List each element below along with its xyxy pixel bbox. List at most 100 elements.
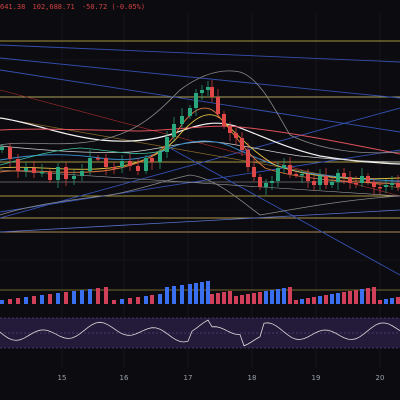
rsi-pane [0,317,400,349]
candle-body [88,158,92,171]
candle-body [56,167,60,180]
volume-bar [294,300,298,304]
volume-bar [64,292,68,304]
candle-body [96,158,100,160]
volume-bar [378,300,382,304]
volume-bar [240,295,244,304]
candle-body [240,138,244,150]
candle-body [32,168,36,173]
volume-bars [0,281,400,304]
candle-body [210,87,214,97]
candle-body [24,168,28,171]
candle-body [258,177,262,187]
volume-bar [396,297,400,304]
volume-bar [270,290,274,304]
volume-bar [72,291,76,304]
volume-bar [246,294,250,304]
candle-body [200,90,204,93]
volume-bar [342,292,346,304]
candle-body [396,183,400,187]
volume-bar [348,291,352,304]
candle-body [144,158,148,171]
volume-bar [300,299,304,304]
candle-body [206,87,210,90]
volume-bar [158,294,162,304]
volume-bar [318,296,322,304]
volume-bar [216,293,220,304]
candle-body [64,167,68,179]
candle-body [336,173,340,182]
volume-bar [222,292,226,304]
volume-bar [128,298,132,304]
volume-bar [8,299,12,304]
candle-body [8,147,12,159]
volume-bar [258,292,262,304]
candle-body [246,150,250,167]
volume-bar [16,298,20,304]
candle-body [222,114,226,126]
candle-body [354,183,358,185]
candle-body [330,182,334,185]
volume-bar [372,287,376,304]
volume-bar [366,288,370,304]
volume-bar [234,296,238,304]
candle-body [136,166,140,171]
candle-body [372,182,376,187]
ohlc-change: -50.72 (-0.05%) [81,3,146,11]
candle-body [276,168,280,181]
volume-bar [56,293,60,304]
candle-body [180,116,184,124]
candle-body [324,176,328,185]
volume-bar [384,299,388,304]
candle-body [282,165,286,168]
candle-body [158,152,162,162]
time-axis: 15 16 17 18 19 20 [58,374,385,382]
candle-body [366,176,370,182]
volume-bar [210,294,214,304]
volume-bar [360,289,364,304]
volume-bar [228,291,232,304]
candle-body [264,183,268,187]
candle-body [48,172,52,180]
candle-body [384,185,388,187]
volume-bar [96,288,100,304]
candle-body [390,183,394,185]
volume-bar [390,298,394,304]
ohlc-close-value: 102,688.71 [32,3,75,11]
volume-bar [150,295,154,304]
candle-body [40,172,44,174]
candle-body [104,158,108,167]
volume-bar [80,290,84,304]
candle-body [228,126,232,133]
time-axis-label: 17 [184,374,193,382]
volume-bar [120,299,124,304]
volume-bar [306,298,310,304]
ohlc-open-fragment: 641.38 [0,3,26,11]
trendlines [0,44,400,276]
candle-body [172,124,176,137]
ohlc-header: 641.38 102,688.71 -50.72 (-0.05%) [0,0,400,14]
time-axis-label: 18 [248,374,257,382]
time-axis-label: 15 [58,374,67,382]
volume-bar [312,297,316,304]
candle-body [150,158,154,162]
candle-body [294,174,298,176]
candle-body [306,174,310,181]
candle-body [300,174,304,176]
candle-body [0,147,4,150]
time-axis-label: 16 [120,374,129,382]
volume-bar [88,289,92,304]
volume-bar [288,287,292,304]
volume-bar [24,297,28,304]
volume-bar [188,284,192,304]
volume-bar [165,287,169,304]
volume-bar [252,293,256,304]
candle-body [72,176,76,179]
volume-bar [48,294,52,304]
volume-bar [180,285,184,304]
time-axis-label: 19 [312,374,321,382]
volume-bar [32,296,36,304]
volume-bar [336,293,340,304]
